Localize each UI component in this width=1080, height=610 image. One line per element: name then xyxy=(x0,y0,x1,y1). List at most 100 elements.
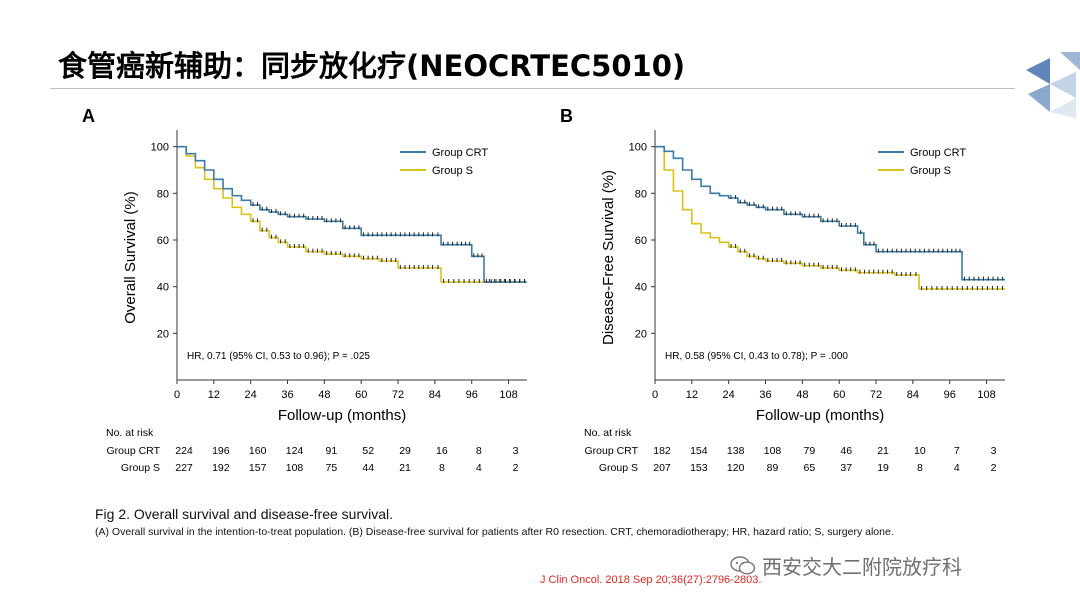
risk-table-value: 89 xyxy=(767,462,779,474)
risk-table-value: 154 xyxy=(690,445,708,457)
series-s-censor-marks xyxy=(730,244,1003,290)
x-tick-label: 12 xyxy=(208,389,220,401)
risk-table-value: 108 xyxy=(286,462,304,474)
watermark-text: 西安交大二附院放疗科 xyxy=(762,555,962,579)
risk-table-row-label: Group S xyxy=(121,462,160,474)
x-tick-label: 60 xyxy=(355,389,367,401)
x-tick-label: 84 xyxy=(429,389,441,401)
x-tick-label: 24 xyxy=(723,389,735,401)
panel-label: A xyxy=(82,106,95,126)
series-s-line xyxy=(177,145,527,283)
risk-table-value: 120 xyxy=(727,462,745,474)
risk-table-row-label: Group CRT xyxy=(107,445,161,457)
risk-table-value: 75 xyxy=(326,462,338,474)
risk-table-value: 29 xyxy=(399,445,411,457)
risk-table-value: 3 xyxy=(991,445,997,457)
x-tick-label: 0 xyxy=(652,389,658,401)
risk-table-value: 79 xyxy=(804,445,816,457)
logo-icon xyxy=(1026,52,1080,118)
y-axis-title: Disease-Free Survival (%) xyxy=(600,170,617,345)
panel-a-chart: A 20 40 60 80 100 0 12 24 36 48 60 72 84 96 108 Follow-u… xyxy=(82,106,527,474)
series-crt-line xyxy=(177,145,527,283)
y-tick-label: 80 xyxy=(157,188,169,200)
y-tick-label: 20 xyxy=(635,328,647,340)
risk-table-header: No. at risk xyxy=(584,427,632,439)
risk-table-value: 21 xyxy=(399,462,411,474)
y-tick-label: 60 xyxy=(157,235,169,247)
risk-table-value: 192 xyxy=(212,462,230,474)
wechat-icon xyxy=(730,555,756,575)
x-tick-label: 36 xyxy=(281,389,293,401)
series-crt-censor-marks xyxy=(252,202,526,283)
risk-table-value: 44 xyxy=(362,462,374,474)
y-tick-label: 80 xyxy=(635,188,647,200)
series-s-line xyxy=(655,145,1005,290)
risk-table-value: 160 xyxy=(249,445,267,457)
x-tick-label: 0 xyxy=(174,389,180,401)
risk-table-value: 91 xyxy=(326,445,338,457)
risk-table-value: 21 xyxy=(877,445,889,457)
figure-caption-title: Fig 2. Overall survival and disease-free… xyxy=(95,506,394,522)
y-tick-label: 40 xyxy=(635,282,647,294)
risk-table-value: 157 xyxy=(249,462,267,474)
x-tick-label: 72 xyxy=(392,389,404,401)
hazard-ratio-annotation: HR, 0.58 (95% CI, 0.43 to 0.78); P = .00… xyxy=(665,351,848,362)
x-tick-label: 72 xyxy=(870,389,882,401)
risk-table-value: 19 xyxy=(877,462,889,474)
risk-table-value: 65 xyxy=(804,462,816,474)
y-tick-label: 60 xyxy=(635,235,647,247)
y-tick-label: 20 xyxy=(157,328,169,340)
risk-table-value: 10 xyxy=(914,445,926,457)
legend-label: Group CRT xyxy=(910,147,966,159)
risk-table-value: 8 xyxy=(917,462,923,474)
risk-table-value: 2 xyxy=(991,462,997,474)
x-tick-label: 24 xyxy=(245,389,257,401)
risk-table-value: 37 xyxy=(840,462,852,474)
x-tick-label: 48 xyxy=(318,389,330,401)
series-crt-line xyxy=(655,145,1005,281)
x-tick-label: 12 xyxy=(686,389,698,401)
risk-table-value: 108 xyxy=(764,445,782,457)
y-tick-label: 100 xyxy=(151,142,169,154)
risk-table-value: 182 xyxy=(653,445,671,457)
risk-table-value: 8 xyxy=(439,462,445,474)
risk-table-value: 3 xyxy=(513,445,519,457)
y-axis-title: Overall Survival (%) xyxy=(122,191,139,324)
risk-table-value: 153 xyxy=(690,462,708,474)
legend-label: Group S xyxy=(910,165,951,177)
citation-link[interactable]: J Clin Oncol. 2018 Sep 20;36(27):2796-28… xyxy=(540,574,762,586)
risk-table-value: 207 xyxy=(653,462,671,474)
x-tick-label: 48 xyxy=(796,389,808,401)
risk-table-header: No. at risk xyxy=(106,427,154,439)
slide-title: 食管癌新辅助：同步放化疗(NEOCRTEC5010) xyxy=(58,49,686,83)
risk-table-value: 7 xyxy=(954,445,960,457)
risk-table-value: 46 xyxy=(840,445,852,457)
risk-table-row-label: Group CRT xyxy=(585,445,639,457)
hazard-ratio-annotation: HR, 0.71 (95% CI, 0.53 to 0.96); P = .02… xyxy=(187,351,370,362)
x-tick-label: 36 xyxy=(759,389,771,401)
risk-table-value: 16 xyxy=(436,445,448,457)
risk-table-value: 224 xyxy=(175,445,193,457)
y-tick-label: 100 xyxy=(629,142,647,154)
x-axis-title: Follow-up (months) xyxy=(278,407,406,424)
x-tick-label: 108 xyxy=(977,389,995,401)
risk-table-value: 2 xyxy=(513,462,519,474)
x-tick-label: 96 xyxy=(466,389,478,401)
watermark: 西安交大二附院放疗科 xyxy=(730,551,962,580)
y-tick-label: 40 xyxy=(157,282,169,294)
risk-table-value: 8 xyxy=(476,445,482,457)
risk-table-value: 138 xyxy=(727,445,745,457)
risk-table-value: 52 xyxy=(362,445,374,457)
x-tick-label: 108 xyxy=(499,389,517,401)
risk-table-value: 124 xyxy=(286,445,304,457)
legend-label: Group CRT xyxy=(432,147,488,159)
risk-table-row-label: Group S xyxy=(599,462,638,474)
title-divider xyxy=(50,88,1015,89)
legend-label: Group S xyxy=(432,165,473,177)
panel-label: B xyxy=(560,106,573,126)
x-tick-label: 96 xyxy=(944,389,956,401)
risk-table-value: 4 xyxy=(954,462,960,474)
x-tick-label: 60 xyxy=(833,389,845,401)
x-axis-title: Follow-up (months) xyxy=(756,407,884,424)
